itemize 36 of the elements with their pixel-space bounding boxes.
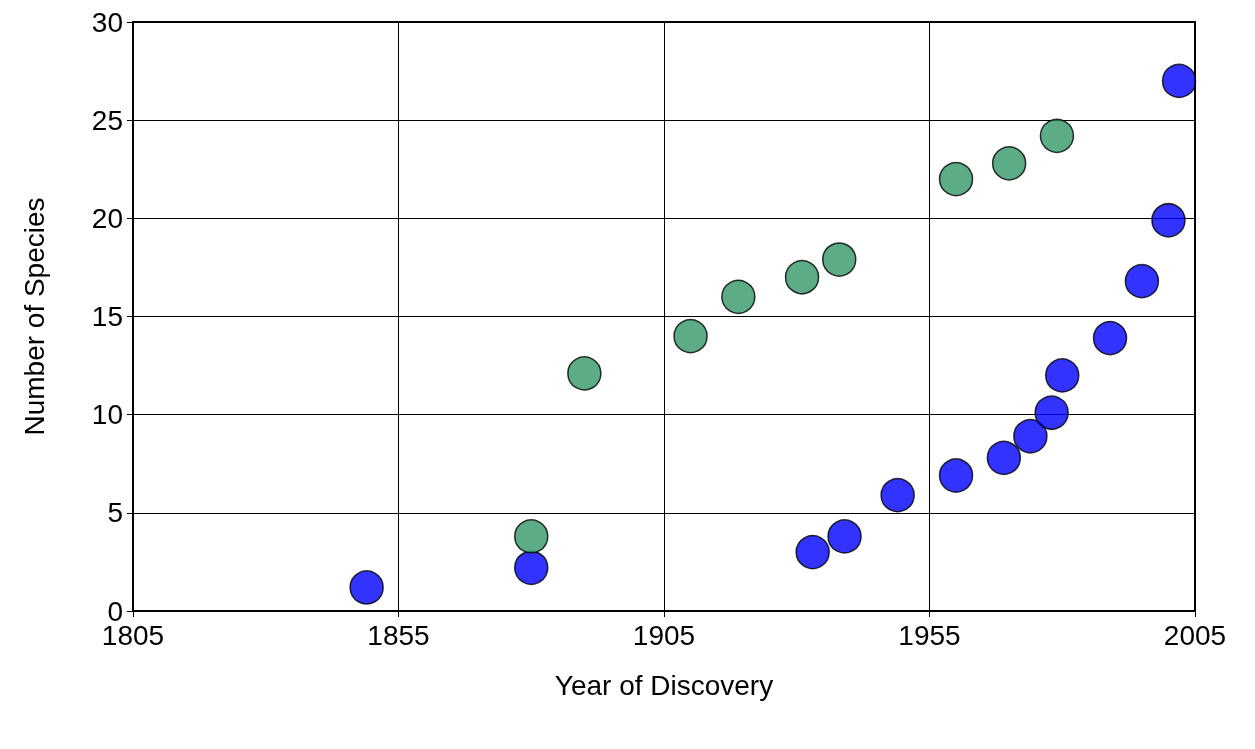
- point: [514, 550, 549, 586]
- point: [795, 534, 830, 570]
- point: [514, 519, 549, 554]
- y-tick-label: 20: [91, 202, 123, 234]
- point: [784, 259, 820, 295]
- point: [880, 477, 915, 513]
- x-tick-label: 2005: [1163, 619, 1227, 651]
- point: [567, 356, 602, 391]
- point: [1092, 320, 1128, 356]
- y-tick-label: 0: [107, 595, 123, 627]
- x-axis-title: Year of Discovery: [554, 669, 774, 701]
- y-axis-title: Number of Species: [18, 197, 50, 436]
- point: [1034, 395, 1069, 430]
- x-tick-label: 1855: [367, 619, 430, 651]
- point: [1124, 263, 1160, 299]
- point: [938, 458, 974, 493]
- y-tick-label: 25: [91, 104, 123, 136]
- point: [721, 279, 756, 315]
- point: [1161, 63, 1197, 99]
- y-tick-label: 10: [91, 399, 123, 431]
- point: [1045, 358, 1080, 393]
- point: [991, 146, 1027, 181]
- point: [349, 570, 384, 605]
- point: [822, 242, 857, 277]
- y-tick-label: 30: [91, 6, 123, 38]
- point: [1151, 203, 1186, 238]
- point: [1013, 419, 1048, 454]
- y-tick-label: 5: [107, 497, 123, 529]
- point: [673, 318, 708, 354]
- x-tick-label: 1955: [898, 619, 961, 651]
- x-tick-label: 1905: [632, 619, 696, 651]
- point: [1039, 118, 1075, 154]
- point: [938, 161, 974, 197]
- y-tick-label: 15: [91, 301, 123, 332]
- point: [986, 440, 1022, 476]
- point: [827, 519, 862, 554]
